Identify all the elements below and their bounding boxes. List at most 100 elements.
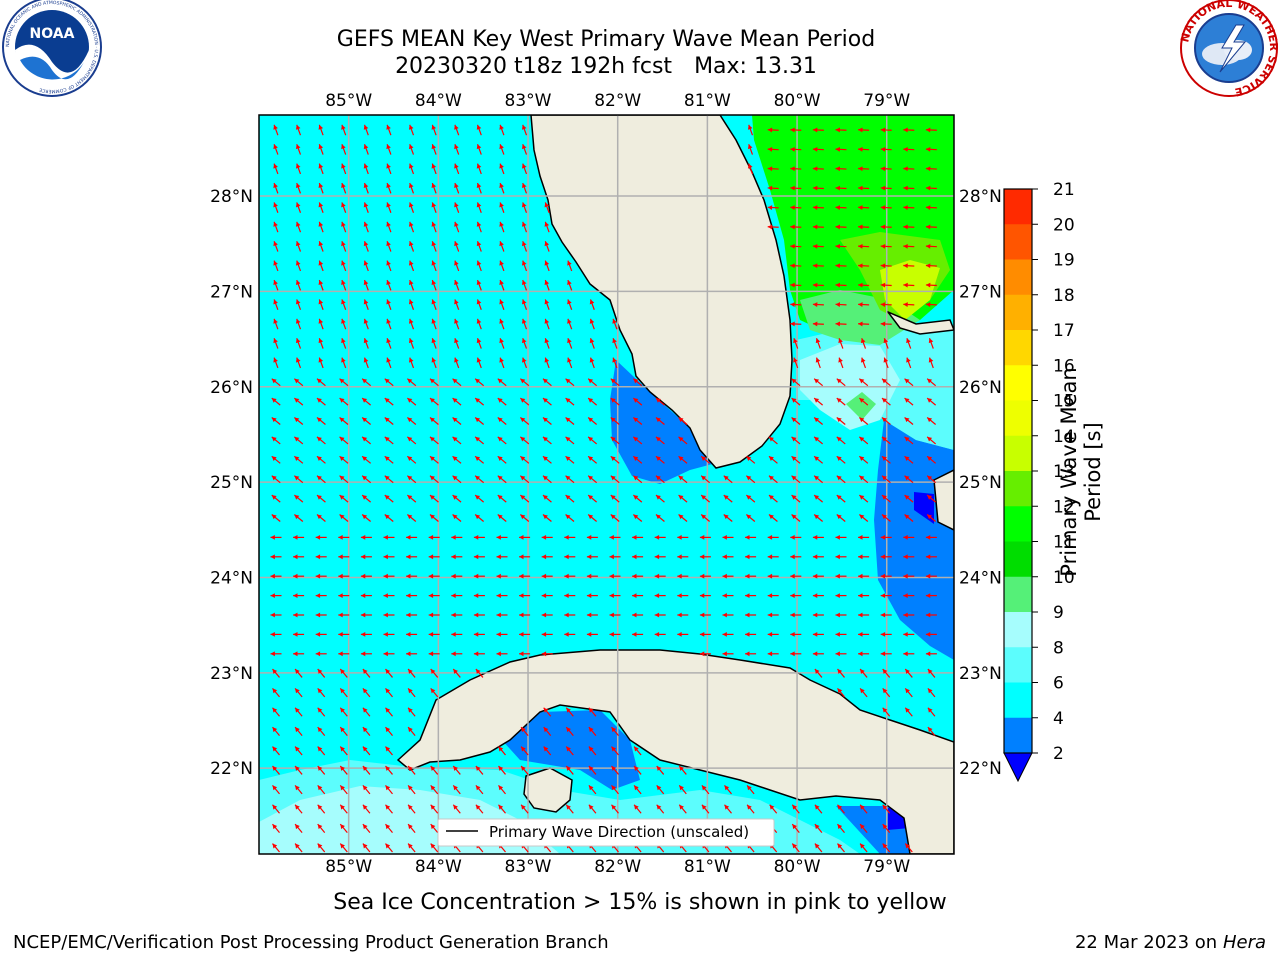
wave-arrow-head — [701, 456, 707, 461]
wave-arrow-head — [340, 746, 345, 752]
wave-arrow-head — [408, 163, 414, 169]
wave-arrow-head — [564, 554, 569, 560]
wave-arrow-head — [814, 495, 820, 500]
wave-arrow-head — [859, 514, 865, 520]
lon-tick-label: 85°W — [325, 857, 372, 877]
legend-label: Primary Wave Direction (unscaled) — [489, 823, 749, 841]
wave-arrow-head — [654, 632, 660, 637]
wave-arrow-head — [814, 398, 820, 403]
wave-arrow-head — [362, 824, 368, 830]
wave-arrow-head — [430, 804, 436, 810]
wave-arrow-head — [722, 554, 727, 560]
wave-arrow-head — [927, 456, 933, 461]
nws-logo: NATIONAL WEATHER SERVICE — [1178, 0, 1280, 99]
atlantic-12-13s — [880, 260, 940, 320]
wave-arrow-head — [341, 318, 346, 324]
wave-arrow-head — [294, 495, 300, 500]
wave-arrow-head — [386, 144, 391, 150]
wave-arrow-head — [339, 456, 345, 461]
wave-arrow-head — [565, 417, 571, 423]
wave-arrow-head — [476, 280, 482, 285]
wave-arrow-head — [317, 746, 323, 752]
wave-arrow-head — [362, 456, 368, 461]
wave-arrow-head — [903, 573, 908, 579]
wave-arrow-head — [768, 436, 774, 442]
wave-arrow-head — [699, 535, 705, 540]
noaa-logo: NOAA NATIONAL OCEANIC AND ATMOSPHERIC AD… — [2, 0, 102, 97]
wave-arrow-head — [341, 260, 346, 266]
wave-arrow-head — [835, 205, 841, 210]
lat-tick-label: 24°N — [959, 568, 1002, 588]
wave-arrow-head — [340, 804, 345, 810]
wave-arrow-head — [497, 475, 503, 481]
wave-arrow-head — [271, 456, 277, 461]
wave-arrow-head — [588, 495, 594, 500]
wave-arrow-head — [519, 593, 524, 598]
wave-arrow-head — [272, 727, 278, 733]
lat-tick-label: 22°N — [959, 759, 1002, 779]
wave-arrow-head — [340, 707, 345, 713]
wave-arrow-head — [294, 456, 300, 461]
lat-tick-label: 22°N — [210, 759, 253, 779]
wave-arrow-head — [454, 163, 459, 169]
wave-arrow-head — [793, 357, 798, 363]
wave-arrow-head — [521, 338, 527, 344]
wave-arrow-head — [270, 612, 275, 618]
wave-arrow-head — [499, 183, 504, 188]
wave-arrow-head — [654, 573, 660, 579]
wave-arrow-head — [882, 688, 888, 694]
wave-arrow-head — [542, 417, 548, 423]
wave-arrow-head — [881, 514, 887, 520]
wave-arrow-head — [925, 263, 931, 269]
wave-arrow-head — [338, 612, 343, 618]
wave-arrow-head — [384, 456, 390, 461]
wave-arrow-head — [273, 299, 278, 305]
wave-arrow-head — [655, 417, 661, 423]
wave-arrow-head — [521, 260, 527, 266]
wave-arrow-head — [499, 260, 504, 266]
wave-arrow-head — [588, 475, 594, 481]
wave-arrow-head — [475, 514, 481, 520]
wave-arrow-head — [815, 357, 821, 363]
wave-arrow-head — [745, 612, 750, 618]
wave-arrow-head — [363, 221, 369, 227]
wave-arrow-head — [881, 456, 887, 461]
wave-arrow-head — [564, 612, 569, 618]
wave-arrow-head — [701, 495, 707, 500]
wave-arrow-head — [407, 475, 413, 481]
wave-arrow-head — [339, 436, 345, 442]
wave-arrow-head — [677, 632, 682, 637]
wave-arrow-head — [745, 535, 750, 540]
wave-arrow-head — [431, 163, 437, 169]
wave-arrow-head — [453, 668, 458, 674]
wave-arrow-head — [544, 357, 550, 363]
wave-arrow-head — [722, 573, 727, 579]
wave-arrow-head — [699, 612, 705, 618]
wave-arrow-head — [880, 302, 886, 307]
wave-arrow-head — [633, 475, 639, 481]
wave-arrow-head — [565, 456, 571, 461]
wave-arrow-head — [880, 185, 886, 191]
wave-arrow-head — [475, 398, 481, 403]
wave-arrow-head — [451, 612, 456, 618]
wave-arrow-head — [925, 224, 931, 230]
wave-arrow-head — [925, 593, 931, 598]
lat-tick-label: 28°N — [210, 187, 253, 207]
wave-arrow-head — [318, 124, 324, 130]
wave-arrow-head — [385, 688, 391, 694]
arrow-legend: Primary Wave Direction (unscaled) — [437, 818, 775, 847]
max-value: Max: 13.31 — [694, 54, 817, 79]
wave-arrow-head — [633, 378, 639, 384]
wave-arrow-head — [610, 417, 616, 423]
wave-arrow-head — [722, 593, 727, 598]
wave-arrow-head — [927, 495, 933, 500]
wave-arrow-head — [859, 495, 865, 500]
wave-arrow-head — [567, 318, 572, 324]
wave-arrow-head — [340, 727, 345, 733]
wave-arrow-head — [812, 224, 818, 230]
wave-arrow-head — [272, 688, 278, 694]
wave-arrow-head — [340, 688, 345, 694]
wave-arrow-head — [723, 495, 729, 500]
wave-arrow-head — [544, 202, 550, 208]
